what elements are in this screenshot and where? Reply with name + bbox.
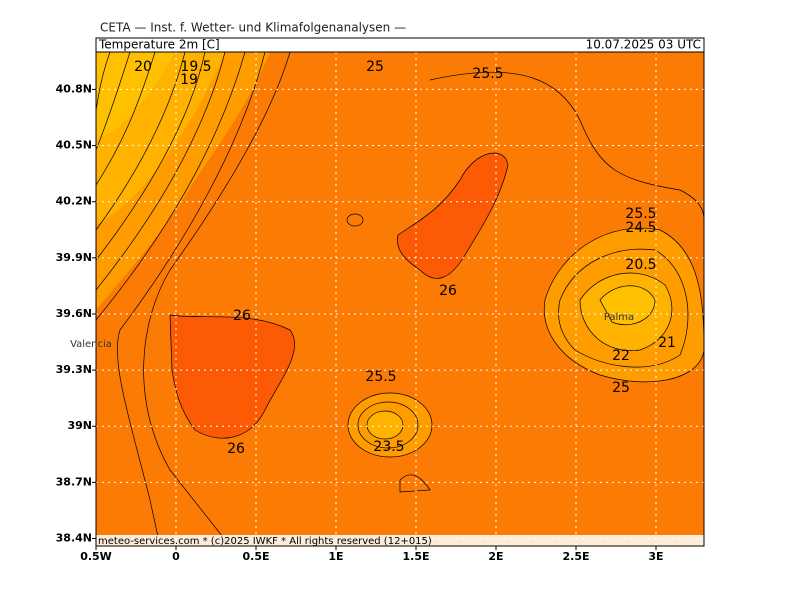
lat-tick-label: 40.5N bbox=[56, 139, 92, 152]
contour-label: 25 bbox=[366, 59, 384, 75]
lat-tick-label: 40.2N bbox=[56, 195, 92, 208]
contour-label: 20.5 bbox=[625, 257, 656, 273]
contour-label: 25.5 bbox=[365, 369, 396, 385]
contour-label: 23.5 bbox=[373, 439, 404, 455]
contour-label: 19.5 bbox=[180, 59, 211, 75]
lon-tick-label: 1E bbox=[328, 550, 343, 563]
lat-tick-label: 40.8N bbox=[56, 82, 92, 95]
place-label: Valencia bbox=[70, 339, 112, 350]
source-text: CETA — Inst. f. Wetter- und Klimafolgena… bbox=[100, 21, 406, 35]
lon-tick-label: 0.5E bbox=[242, 550, 269, 563]
contour-label: 26 bbox=[227, 441, 245, 457]
lat-tick-label: 39.3N bbox=[56, 363, 92, 376]
lat-tick-label: 38.4N bbox=[56, 532, 92, 545]
contour-label: 21 bbox=[658, 335, 676, 351]
contour-label: 22 bbox=[612, 348, 630, 364]
lon-tick-label: 0 bbox=[172, 550, 180, 563]
map-time: 10.07.2025 03 UTC bbox=[586, 38, 701, 52]
map-frame bbox=[95, 51, 705, 547]
contour-label: 25.5 bbox=[625, 206, 656, 222]
lon-tick-label: 2.5E bbox=[562, 550, 589, 563]
map-field bbox=[96, 52, 704, 546]
contour-label: 26 bbox=[439, 283, 457, 299]
lat-tick-label: 39.9N bbox=[56, 251, 92, 264]
lon-tick-label: 2E bbox=[488, 550, 503, 563]
contour-label: 25 bbox=[612, 380, 630, 396]
contour-label: 26 bbox=[233, 308, 251, 324]
lon-tick-label: 3E bbox=[648, 550, 663, 563]
contour-label: 25.5 bbox=[472, 66, 503, 82]
place-label: Palma bbox=[604, 312, 634, 323]
lat-tick-label: 39.6N bbox=[56, 307, 92, 320]
footer-text: meteo-services.com * (c)2025 IWKF * All … bbox=[98, 536, 432, 547]
contour-label: 19 bbox=[180, 72, 198, 88]
map-title: Temperature 2m [C] bbox=[98, 38, 220, 52]
contour-label: 20 bbox=[134, 59, 152, 75]
lon-tick-label: 1.5E bbox=[402, 550, 429, 563]
lat-tick-label: 39N bbox=[67, 419, 92, 432]
contour-label: 24.5 bbox=[625, 220, 656, 236]
lat-tick-label: 38.7N bbox=[56, 475, 92, 488]
lon-tick-label: 0.5W bbox=[80, 550, 112, 563]
